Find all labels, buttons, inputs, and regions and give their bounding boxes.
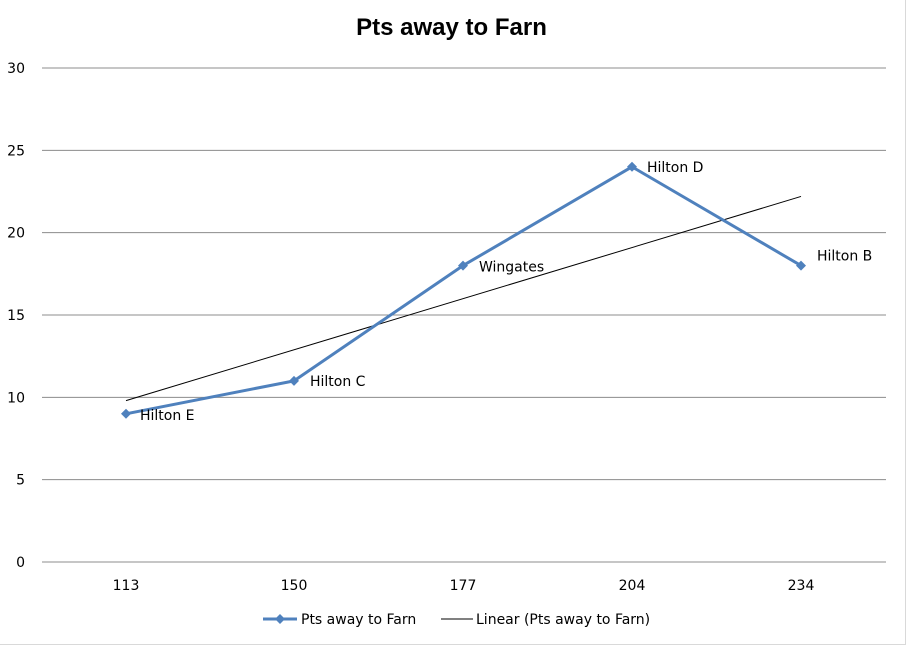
x-tick-label: 113 xyxy=(113,578,140,594)
x-tick-label: 150 xyxy=(281,578,308,594)
y-tick-label: 15 xyxy=(7,308,25,324)
data-label: Hilton D xyxy=(647,160,703,176)
data-label: Wingates xyxy=(479,260,544,276)
data-point-marker xyxy=(121,408,131,419)
data-point-marker xyxy=(796,260,806,271)
series-line xyxy=(125,165,802,416)
trendline-layer xyxy=(125,195,802,402)
gridlines xyxy=(42,67,886,563)
legend-trendline-label: Linear (Pts away to Farn) xyxy=(476,612,650,628)
y-tick-label: 30 xyxy=(7,61,25,77)
y-tick-label: 10 xyxy=(7,390,25,406)
data-label: Hilton B xyxy=(817,249,872,265)
data-point-marker xyxy=(627,161,637,172)
series-layer xyxy=(121,161,806,419)
x-tick-label: 204 xyxy=(619,578,646,594)
data-point-marker xyxy=(458,260,468,271)
y-tick-label: 25 xyxy=(7,143,25,159)
legend-series-label: Pts away to Farn xyxy=(301,612,416,628)
y-tick-label: 0 xyxy=(16,555,25,571)
legend: Pts away to Farn Linear (Pts away to Farn… xyxy=(263,612,650,628)
x-tick-label: 234 xyxy=(788,578,815,594)
data-point-marker xyxy=(289,375,299,386)
legend-series-marker xyxy=(275,614,285,624)
trendline xyxy=(125,195,802,402)
chart-title: Pts away to Farn xyxy=(356,14,547,41)
y-tick-labels: 0 5 10 15 20 25 30 xyxy=(7,61,25,571)
y-tick-label: 20 xyxy=(7,226,25,242)
y-tick-label: 5 xyxy=(16,473,25,489)
x-tick-labels: 113 150 177 204 234 xyxy=(113,578,815,594)
data-label: Hilton C xyxy=(310,374,366,390)
data-labels: Hilton E Hilton C Wingates Hilton D Hilton B xyxy=(140,160,872,424)
x-tick-label: 177 xyxy=(450,578,477,594)
data-label: Hilton E xyxy=(140,408,195,424)
